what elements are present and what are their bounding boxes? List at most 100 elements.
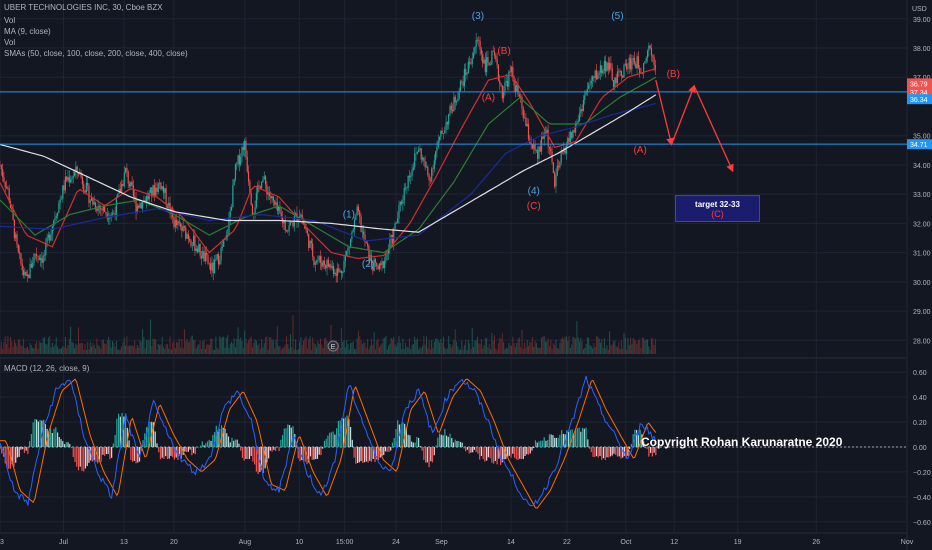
candle-body	[605, 60, 607, 72]
volume-bar	[228, 347, 230, 354]
volume-bar	[322, 347, 324, 354]
volume-bar	[166, 344, 168, 354]
indicator-ma[interactable]: MA (9, close)	[4, 27, 51, 36]
volume-bar	[428, 340, 430, 354]
candle-body	[504, 82, 506, 92]
volume-bar	[26, 346, 28, 354]
candle-body	[254, 207, 256, 215]
earnings-marker	[327, 340, 339, 352]
volume-bar	[343, 339, 345, 354]
macd-histogram-bar	[498, 447, 500, 459]
volume-bar	[126, 336, 128, 354]
volume-bar	[106, 340, 108, 354]
candle-body	[3, 176, 5, 182]
volume-bar	[170, 349, 172, 354]
candle-body	[624, 63, 626, 66]
x-tick-label: 22	[563, 539, 571, 546]
macd-histogram-bar	[8, 447, 10, 469]
macd-histogram-bar	[179, 447, 181, 456]
macd-histogram-bar	[400, 424, 402, 447]
volume-bar	[545, 341, 547, 354]
candle-body	[251, 204, 254, 214]
macd-histogram-bar	[72, 447, 74, 458]
macd-histogram-bar	[13, 447, 15, 467]
volume-bar	[514, 347, 516, 354]
candle-body	[547, 129, 549, 147]
volume-bar	[19, 339, 21, 354]
volume-bar	[233, 338, 235, 354]
macd-histogram-bar	[224, 428, 226, 447]
candle-body	[247, 171, 250, 182]
candle-body	[609, 63, 611, 70]
macd-histogram-bar	[552, 435, 554, 447]
volume-bar	[424, 344, 426, 354]
volume-bar	[525, 347, 527, 354]
macd-histogram-bar	[513, 447, 516, 458]
volume-bar	[185, 341, 187, 354]
volume-bar	[586, 337, 588, 354]
volume-bar	[127, 345, 129, 354]
volume-bar	[164, 349, 166, 354]
projection-arrow	[693, 85, 734, 173]
macd-histogram-bar	[648, 447, 650, 457]
macd-histogram-bar	[166, 447, 169, 460]
symbol-title[interactable]: UBER TECHNOLOGIES INC, 30, Cboe BZX	[4, 3, 163, 12]
volume-bar	[62, 346, 64, 354]
volume-bar	[149, 319, 151, 354]
candle-body	[406, 187, 408, 189]
candle-body	[193, 235, 195, 246]
candle-body	[533, 144, 535, 149]
macd-histogram-bar	[30, 433, 32, 447]
volume-bar	[423, 336, 425, 354]
volume-bar	[42, 337, 44, 354]
volume-bar	[314, 344, 316, 354]
candle-body	[8, 188, 10, 201]
volume-bar	[16, 346, 18, 354]
candle-body	[584, 95, 586, 100]
candle-body	[615, 77, 617, 83]
macd-histogram-bar	[444, 429, 446, 447]
volume-bar	[643, 338, 645, 354]
macd-histogram-bar	[393, 438, 395, 447]
candle-body	[569, 131, 571, 142]
volume-bar	[142, 329, 144, 354]
volume-bar	[208, 345, 210, 354]
candle-body	[4, 181, 6, 188]
volume-bar	[560, 339, 562, 354]
macd-histogram-bar	[259, 447, 261, 472]
volume-bar	[388, 345, 390, 354]
candle-body	[115, 197, 118, 216]
volume-bar	[312, 337, 314, 354]
volume-bar	[224, 347, 226, 354]
macd-title[interactable]: MACD (12, 26, close, 9)	[4, 364, 90, 373]
macd-histogram-bar	[231, 437, 233, 447]
indicator-vol[interactable]: Vol	[4, 16, 16, 25]
macd-histogram-bar	[349, 426, 352, 447]
candle-body	[521, 97, 523, 109]
candle-body	[653, 56, 655, 66]
volume-bar	[163, 346, 165, 354]
x-tick-label: Nov	[901, 539, 914, 546]
candle-body	[15, 234, 17, 239]
volume-bar	[251, 347, 253, 354]
macd-histogram-bar	[60, 439, 62, 447]
indicator-smas[interactable]: SMAs (50, close, 100, close, 200, close,…	[4, 49, 188, 58]
macd-histogram-bar	[149, 421, 151, 447]
volume-bar	[622, 348, 624, 354]
volume-bar	[339, 347, 341, 354]
volume-bar	[628, 344, 630, 354]
candle-body	[577, 120, 579, 123]
candle-body	[203, 250, 205, 262]
candle-body	[534, 144, 536, 151]
volume-bar	[139, 340, 141, 354]
candle-body	[437, 140, 439, 147]
volume-bar	[190, 336, 192, 354]
macd-histogram-bar	[433, 447, 435, 456]
candle-body	[93, 202, 95, 205]
volume-bar	[97, 344, 99, 354]
volume-bar	[250, 336, 252, 354]
macd-histogram-bar	[309, 447, 312, 457]
indicator-vol-2[interactable]: Vol	[4, 38, 16, 47]
candle-body	[148, 192, 150, 200]
